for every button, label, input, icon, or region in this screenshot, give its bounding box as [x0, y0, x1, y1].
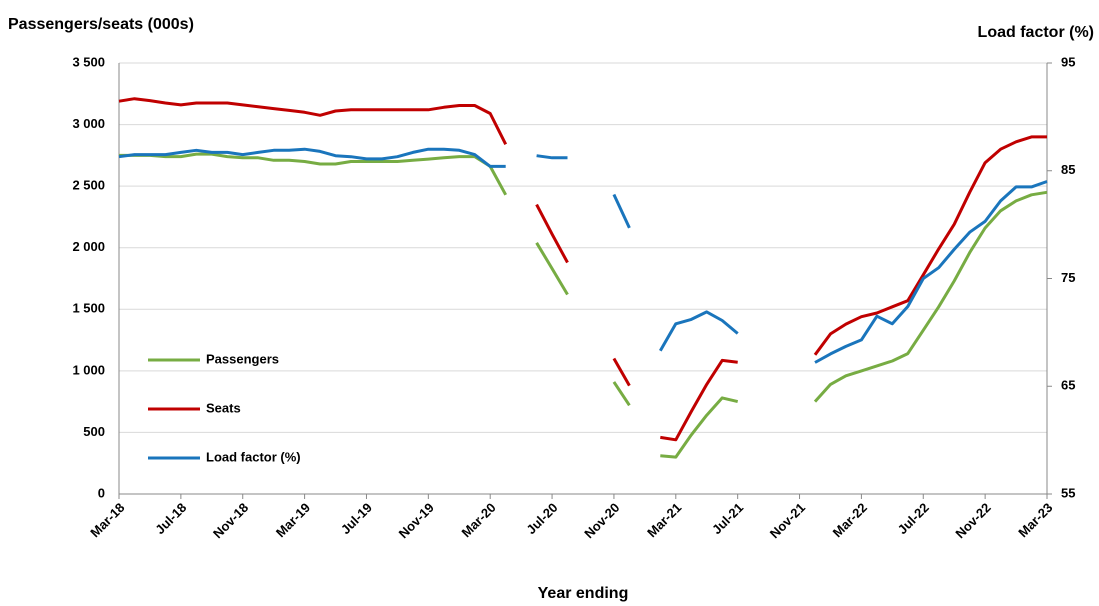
x-tick-label: Mar-19: [273, 500, 313, 540]
x-tick-label: Nov-19: [396, 500, 437, 541]
y2-tick-label: 95: [1061, 54, 1075, 69]
x-tick-label: Mar-22: [830, 500, 870, 540]
x-tick-label: Mar-20: [459, 500, 499, 540]
y2-tick-label: 55: [1061, 485, 1075, 500]
x-tick-label: Mar-21: [644, 500, 684, 540]
x-tick-label: Nov-22: [952, 500, 993, 541]
legend-label: Load factor (%): [206, 449, 301, 464]
x-tick-label: Mar-23: [1015, 500, 1055, 540]
y2-tick-label: 75: [1061, 270, 1075, 285]
x-axis-title: Year ending: [538, 585, 629, 602]
x-tick-label: Jul-19: [338, 500, 375, 537]
y-axis-title: Passengers/seats (000s): [8, 16, 194, 33]
x-tick-label: Jul-18: [152, 500, 189, 537]
y2-axis-title: Load factor (%): [978, 24, 1094, 41]
legend-label: Seats: [206, 400, 241, 415]
x-tick-label: Nov-20: [581, 500, 622, 541]
x-tick-label: Jul-21: [709, 500, 746, 537]
x-tick-label: Nov-21: [767, 500, 808, 541]
y-tick-label: 2 000: [72, 239, 105, 254]
y-tick-label: 3 500: [72, 54, 105, 69]
y2-tick-label: 85: [1061, 162, 1075, 177]
y-tick-label: 1 500: [72, 301, 105, 316]
y-tick-label: 500: [83, 424, 105, 439]
y-tick-label: 2 500: [72, 178, 105, 193]
x-tick-label: Jul-22: [895, 500, 932, 537]
legend-label: Passengers: [206, 351, 279, 366]
series-line: [118, 147, 1048, 364]
y-tick-label: 0: [98, 485, 105, 500]
x-tick-label: Nov-18: [210, 500, 251, 541]
y-tick-label: 3 000: [72, 116, 105, 131]
y2-tick-label: 65: [1061, 378, 1075, 393]
x-tick-label: Jul-20: [523, 500, 560, 537]
y-tick-label: 1 000: [72, 362, 105, 377]
x-tick-label: Mar-18: [87, 500, 127, 540]
series-line: [119, 152, 1048, 459]
series-line: [118, 97, 1047, 442]
